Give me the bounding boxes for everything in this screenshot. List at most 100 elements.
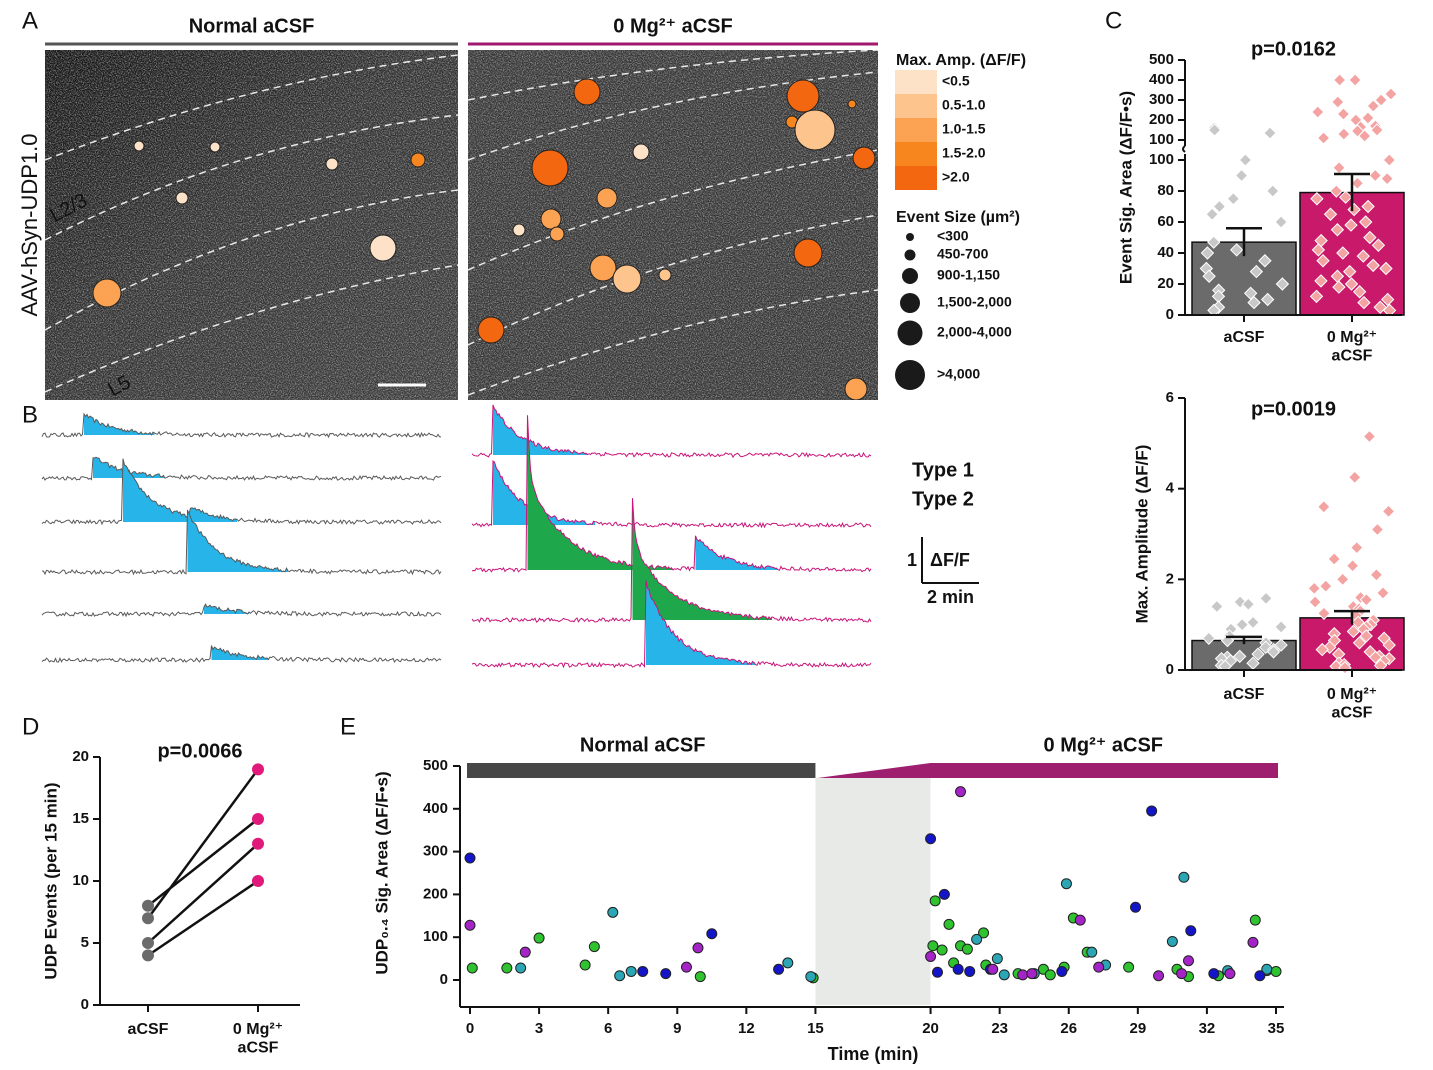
panel-label: D [22,713,39,740]
data-point [1317,500,1331,514]
data-point [637,965,649,977]
x-tick-label: aCSF [1224,686,1265,703]
data-point [1359,593,1374,607]
data-point [1246,615,1260,630]
data-point [1317,606,1331,621]
data-point [142,937,154,949]
data-point [588,941,600,953]
data-point [614,970,626,982]
label-line: aCSF [1332,348,1373,365]
event-fill [527,415,673,570]
x-tick-label: 20 [922,1020,939,1037]
data-point [579,959,591,971]
data-point [1348,470,1362,485]
washin-shade [815,778,931,1005]
micrograph-0mg [468,50,878,400]
data-point [692,942,704,954]
data-point [952,963,964,975]
data-point [1337,127,1351,141]
label-line: aCSF [238,1040,279,1057]
data-point [1366,258,1380,273]
data-point [1258,254,1272,268]
data-point [1308,595,1322,609]
data-point [1259,591,1273,606]
layer-boundaries [468,50,878,396]
data-point [1233,649,1247,664]
data-point [929,895,941,907]
trace [41,603,442,618]
error-bar [1226,226,1262,257]
data-point [1056,965,1068,977]
x-tick-label: 9 [673,1020,681,1037]
data-point [1251,647,1265,661]
data-point [1382,303,1397,318]
error-bar [1334,609,1370,625]
data-point [607,906,619,918]
data-point [1346,624,1361,639]
data-point [998,969,1010,981]
data-point [1205,207,1219,221]
data-point [1332,280,1346,294]
data-point [660,968,672,980]
trace [471,580,872,669]
error-bar [1226,635,1262,645]
y-tick-label: 100 [1149,151,1174,168]
data-point [1347,202,1361,217]
scale-label: 1 [907,550,917,570]
data-point [1093,961,1105,973]
data-point [1374,93,1388,107]
y-tick-label: 20 [1157,275,1174,292]
data-point [936,944,948,956]
event-circle [658,268,672,282]
legend-swatch [895,94,937,118]
data-point [142,899,154,912]
x-tick-label: 35 [1268,1020,1285,1037]
data-point [1263,126,1277,140]
y-tick-label: 200 [1149,111,1174,128]
boundary [468,71,878,161]
x-tick-label: 15 [807,1020,824,1037]
data-point [1314,274,1328,288]
legend-swatch [895,166,937,190]
data-point [1270,965,1282,977]
y-tick-label: 0 [1166,661,1174,678]
data-point [1359,629,1373,643]
event-fill [123,458,224,522]
data-point [1166,935,1178,947]
x-axis-title: Time (min) [828,1044,919,1064]
data-point [1384,87,1398,101]
legend-swatch [895,142,937,166]
image-texture [45,50,458,400]
x-tick-label: 6 [604,1020,612,1037]
event-fill [695,535,778,570]
data-point [1200,246,1215,260]
boundary [45,54,458,161]
data-point [1026,968,1038,980]
y-tick-label: 300 [1149,91,1174,108]
legend-swatch [895,70,937,94]
data-point [1338,190,1353,204]
event-circle [540,208,562,230]
data-point [1381,504,1396,519]
panel-label: E [340,713,356,740]
boundary [468,289,878,396]
legend-label: <0.5 [942,73,970,89]
y-axis-title: Max. Amplitude (ΔF/F) [1132,445,1151,624]
data-point [625,965,637,977]
event-circle [175,191,189,205]
data-point [1266,645,1281,659]
event-circle [325,157,339,171]
y-tick-label: 100 [423,928,448,945]
pair-line [147,842,259,944]
data-point [1266,184,1280,198]
event-circle [369,234,397,262]
data-point [680,961,692,973]
data-point [1370,522,1385,537]
event-circle [573,78,601,106]
x-tick-label: 26 [1060,1020,1077,1037]
data-point [1212,199,1227,214]
event-circle [549,226,565,242]
data-point [1176,968,1188,980]
boundary [45,114,458,241]
y-tick-label: 10 [72,872,89,889]
